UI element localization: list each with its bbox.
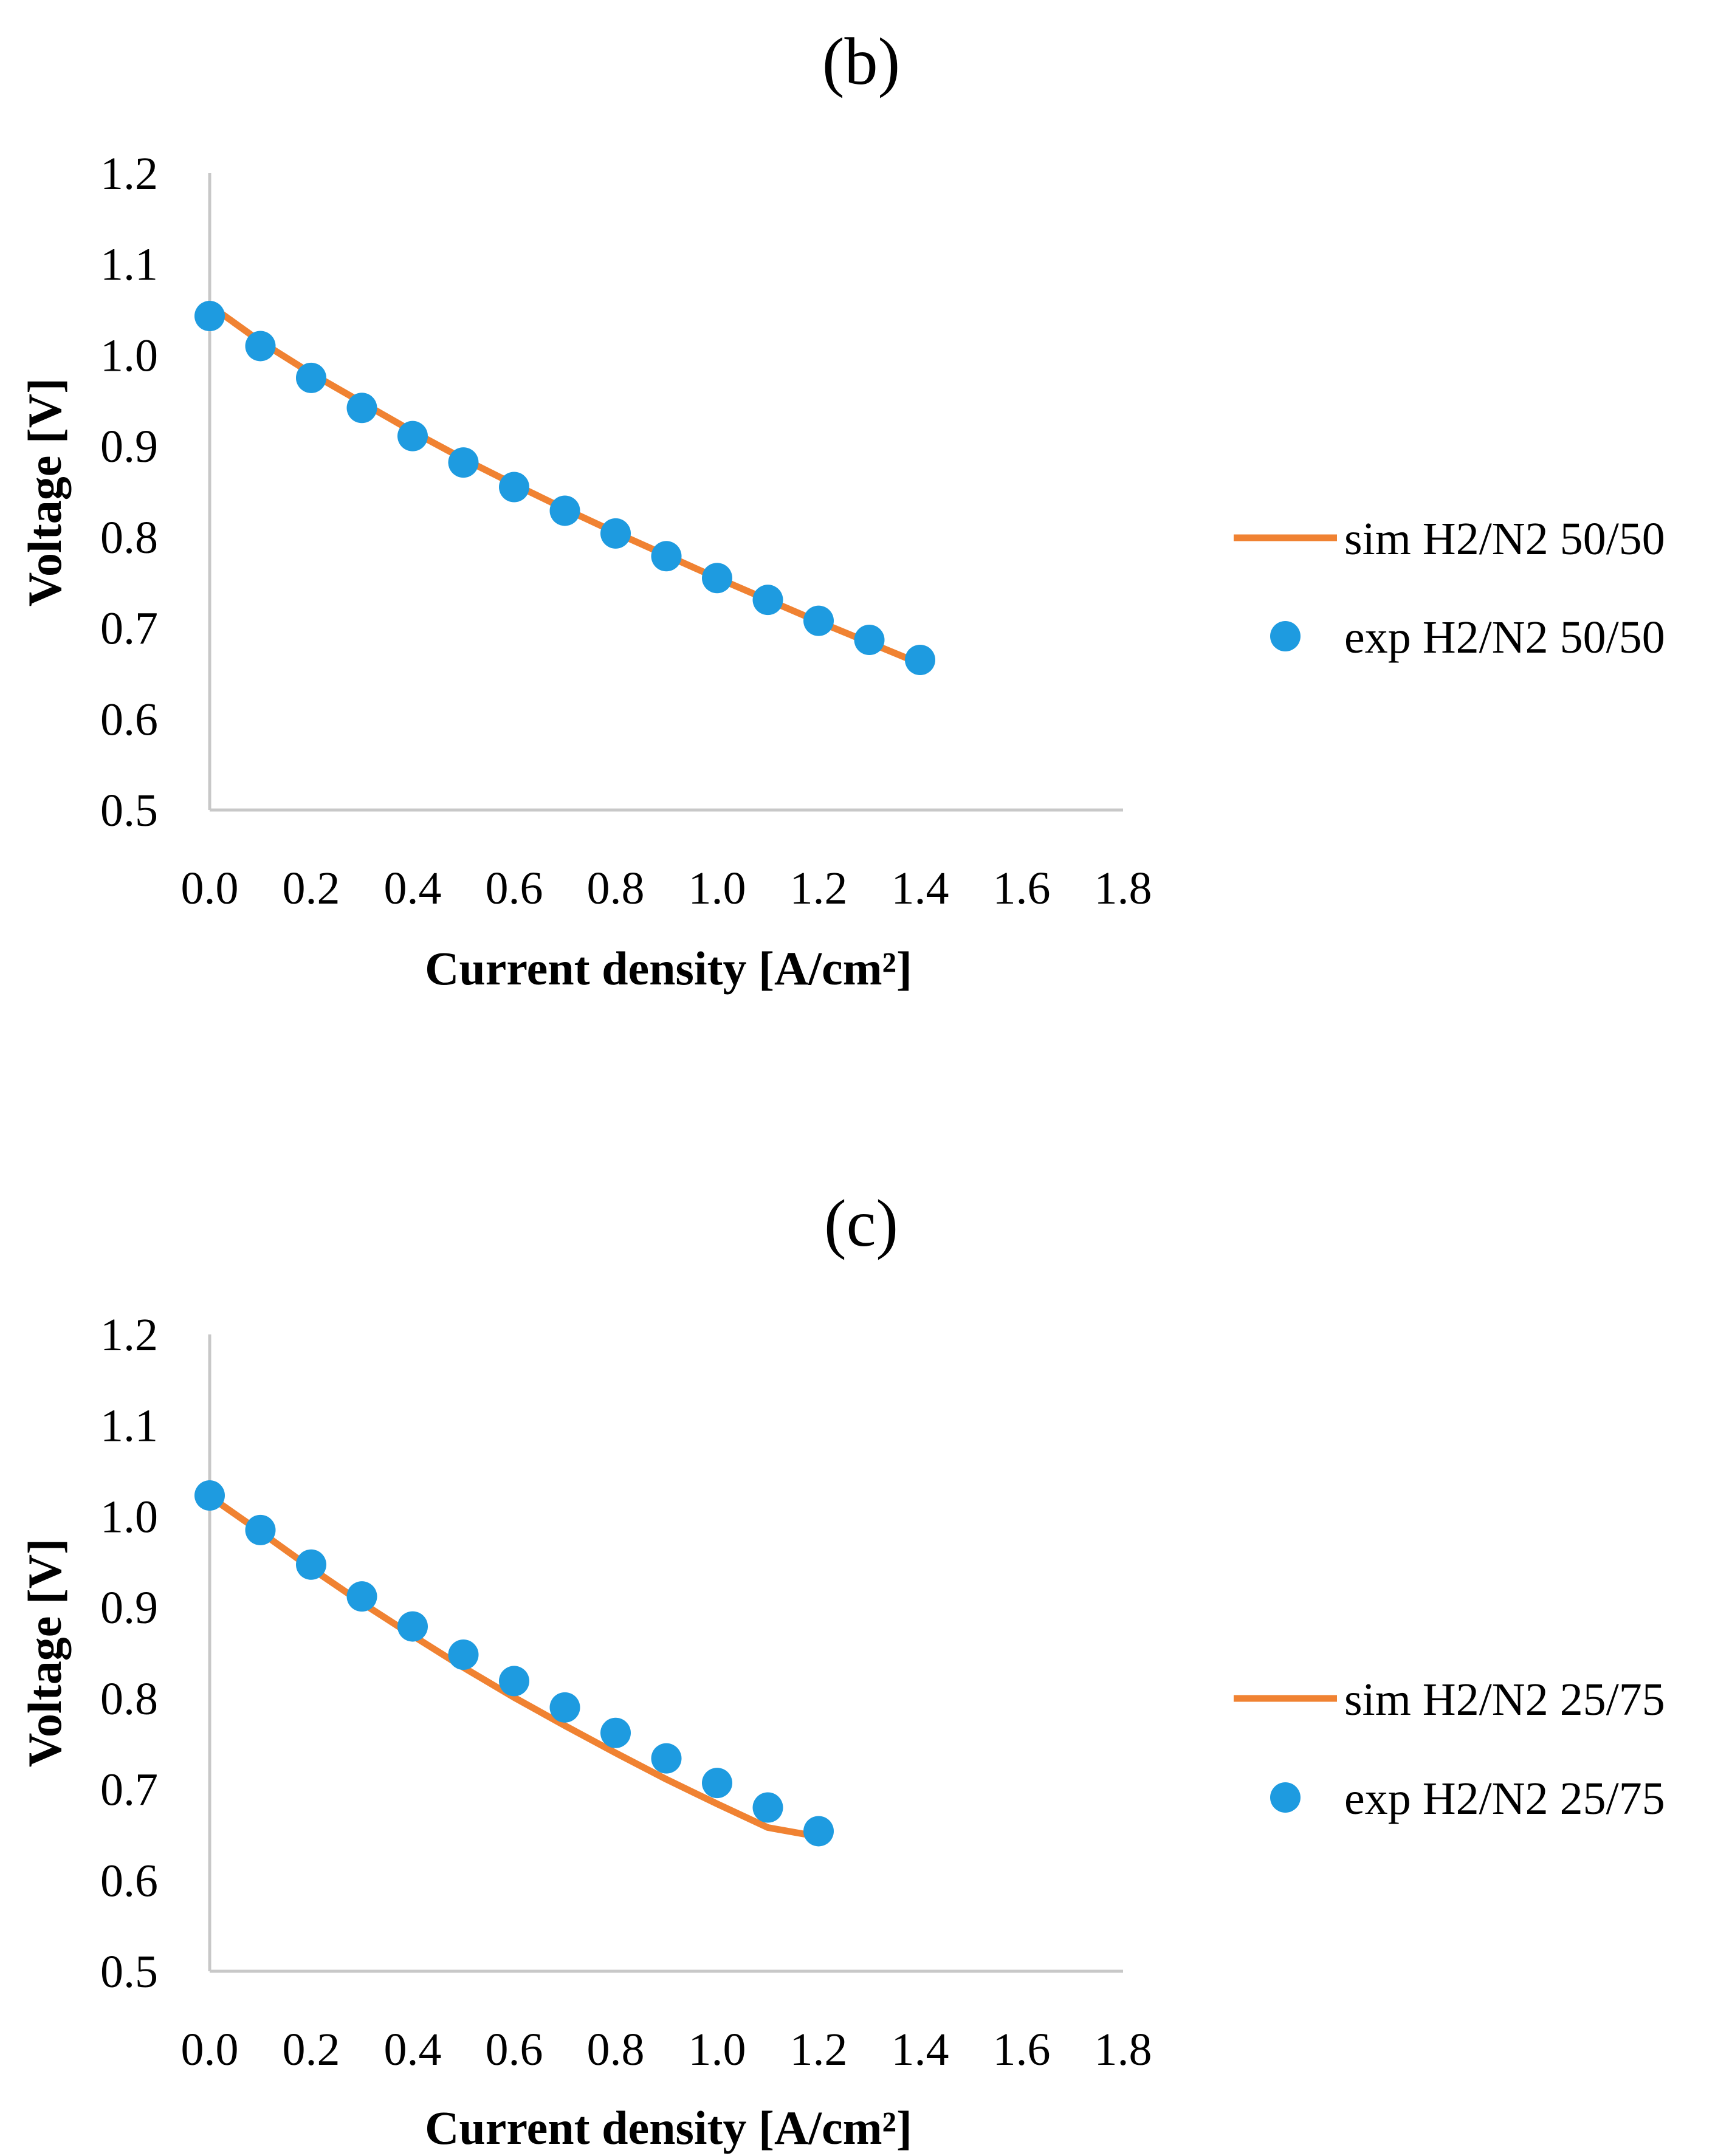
y-tick-label: 0.7 bbox=[100, 603, 158, 654]
y-tick-label: 0.5 bbox=[100, 1946, 158, 1997]
y-tick-label: 0.8 bbox=[100, 512, 158, 563]
legend-label-sim: sim H2/N2 25/75 bbox=[1344, 1674, 1665, 1725]
x-tick-label: 1.4 bbox=[892, 2024, 949, 2075]
x-tick-label: 1.8 bbox=[1095, 863, 1152, 914]
exp-data-point bbox=[752, 585, 783, 616]
y-tick-labels: 0.5 0.6 0.7 0.8 0.9 1.0 1.1 1.2 bbox=[100, 148, 158, 836]
exp-data-point bbox=[803, 605, 834, 636]
x-tick-label: 0.0 bbox=[181, 863, 239, 914]
y-tick-label: 1.0 bbox=[100, 330, 158, 381]
x-tick-label: 1.4 bbox=[892, 863, 949, 914]
x-tick-label: 0.8 bbox=[587, 863, 645, 914]
exp-data-point bbox=[651, 541, 682, 572]
x-tick-label: 1.0 bbox=[689, 2024, 746, 2075]
exp-data-point bbox=[651, 1743, 682, 1774]
exp-data-point bbox=[397, 421, 428, 451]
exp-data-point bbox=[346, 393, 377, 424]
chart-c: (c) 0.50.60.70.80.91.01.11.2 0.0 0.2 0.4 0.… bbox=[18, 1186, 1665, 2154]
y-tick-label: 1.1 bbox=[100, 239, 158, 290]
exp-data-point bbox=[905, 644, 935, 675]
exp-data-point bbox=[752, 1792, 783, 1823]
x-tick-label: 1.8 bbox=[1095, 2024, 1152, 2075]
legend-label-sim: sim H2/N2 50/50 bbox=[1344, 513, 1665, 565]
legend: sim H2/N2 50/50 exp H2/N2 50/50 bbox=[1234, 513, 1665, 663]
x-axis-title: Current density [A/cm²] bbox=[425, 942, 912, 995]
x-tick-label: 0.2 bbox=[283, 2024, 340, 2075]
x-tick-label: 1.6 bbox=[993, 2024, 1051, 2075]
chart-title: (b) bbox=[822, 24, 900, 98]
exp-data-point bbox=[549, 495, 580, 526]
x-tick-label: 0.8 bbox=[587, 2024, 645, 2075]
legend-label-exp: exp H2/N2 25/75 bbox=[1344, 1773, 1665, 1824]
x-tick-label: 0.4 bbox=[384, 863, 442, 914]
exp-data-point bbox=[296, 362, 326, 393]
y-tick-label: 1.2 bbox=[100, 148, 158, 199]
y-tick-label: 1.2 bbox=[100, 1310, 158, 1361]
exp-series-points bbox=[194, 301, 935, 675]
exp-data-point bbox=[448, 447, 479, 478]
exp-data-point bbox=[549, 1692, 580, 1723]
x-axis-title: Current density [A/cm²] bbox=[425, 2101, 912, 2154]
exp-data-point bbox=[600, 518, 631, 549]
y-tick-label: 1.1 bbox=[100, 1401, 158, 1452]
x-tick-labels: 0.0 0.2 0.4 0.6 0.8 1.0 1.2 1.4 1.6 1.8 bbox=[181, 2024, 1152, 2075]
y-tick-labels: 0.5 0.6 0.7 0.8 0.9 1.0 1.1 1.2 bbox=[100, 1310, 158, 1997]
y-tick-label: 0.9 bbox=[100, 421, 158, 472]
exp-data-point bbox=[803, 1816, 834, 1847]
chart-b: (b) 0.50.60.70.80.91.01.11.2 0.0 0.2 0.4 0.… bbox=[18, 24, 1665, 995]
exp-data-point bbox=[702, 563, 732, 594]
y-tick-label: 1.0 bbox=[100, 1491, 158, 1542]
y-tick-label: 0.9 bbox=[100, 1582, 158, 1633]
exp-data-point bbox=[600, 1717, 631, 1748]
y-tick-label: 0.6 bbox=[100, 694, 158, 745]
y-tick-label: 0.6 bbox=[100, 1855, 158, 1906]
x-tick-labels: 0.0 0.2 0.4 0.6 0.8 1.0 1.2 1.4 1.6 1.8 bbox=[181, 863, 1152, 914]
y-axis-title: Voltage [V] bbox=[18, 1539, 71, 1767]
legend-marker-swatch bbox=[1270, 1782, 1301, 1813]
legend-marker-swatch bbox=[1270, 621, 1301, 651]
legend: sim H2/N2 25/75 exp H2/N2 25/75 bbox=[1234, 1674, 1665, 1824]
x-tick-label: 0.4 bbox=[384, 2024, 442, 2075]
exp-data-point bbox=[499, 1666, 529, 1697]
chart-title: (c) bbox=[824, 1186, 898, 1260]
exp-data-point bbox=[854, 625, 885, 656]
exp-data-point bbox=[702, 1768, 732, 1799]
legend-label-exp: exp H2/N2 50/50 bbox=[1344, 612, 1665, 663]
x-tick-label: 0.6 bbox=[486, 863, 543, 914]
exp-data-point bbox=[346, 1581, 377, 1612]
x-tick-label: 1.6 bbox=[993, 863, 1051, 914]
y-tick-label: 0.8 bbox=[100, 1674, 158, 1725]
x-tick-label: 0.6 bbox=[486, 2024, 543, 2075]
x-tick-label: 0.0 bbox=[181, 2024, 239, 2075]
exp-data-point bbox=[448, 1639, 479, 1670]
exp-data-point bbox=[194, 1480, 225, 1511]
exp-data-point bbox=[245, 1514, 276, 1545]
exp-data-point bbox=[194, 301, 225, 332]
exp-data-point bbox=[499, 472, 529, 503]
y-axis-title: Voltage [V] bbox=[18, 378, 71, 606]
exp-data-point bbox=[296, 1549, 326, 1580]
x-tick-label: 1.2 bbox=[790, 2024, 848, 2075]
x-tick-label: 1.0 bbox=[689, 863, 746, 914]
x-tick-label: 0.2 bbox=[283, 863, 340, 914]
exp-series-points bbox=[194, 1480, 834, 1847]
y-tick-label: 0.5 bbox=[100, 785, 158, 836]
y-tick-label: 0.7 bbox=[100, 1765, 158, 1816]
exp-data-point bbox=[245, 331, 276, 362]
x-tick-label: 1.2 bbox=[790, 863, 848, 914]
exp-data-point bbox=[397, 1611, 428, 1642]
